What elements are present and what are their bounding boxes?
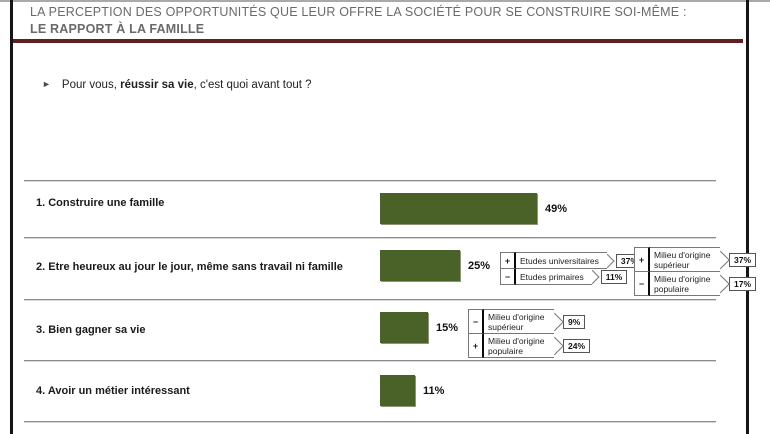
- row-separator: [24, 360, 716, 361]
- slide-title-line2: LE RAPPORT À LA FAMILLE: [30, 21, 205, 36]
- annotation-value: 9%: [563, 314, 586, 329]
- bar-value-label: 25%: [468, 259, 491, 272]
- annotation-label: Milieu d'origine supérieur: [650, 247, 720, 272]
- annotation-label: Milieu d'origine populaire: [650, 271, 720, 296]
- plus-sign-icon: +: [634, 247, 650, 272]
- annotation-group-origin-row3: − Milieu d'origine supérieur 9% + Milieu…: [468, 309, 591, 358]
- annotation-row: + Etudes universitaires 37%: [500, 252, 643, 269]
- bar: [380, 375, 415, 406]
- frame-top-border: [0, 0, 770, 2]
- bar-row: 15%: [380, 312, 458, 343]
- minus-sign-icon: −: [468, 309, 484, 334]
- annotation-row: − Etudes primaires 11%: [500, 268, 643, 285]
- row-separator: [24, 421, 716, 422]
- bar-row: 11%: [380, 375, 444, 406]
- bar: [380, 250, 460, 281]
- question-suffix: , c'est quoi avant tout ?: [193, 79, 312, 91]
- annotation-label: Etudes primaires: [516, 268, 592, 285]
- annotation-row: − Milieu d'origine supérieur 9%: [468, 309, 590, 334]
- bar-value-label: 49%: [545, 202, 568, 215]
- annotation-label: Milieu d'origine populaire: [484, 333, 554, 358]
- bar: [380, 193, 537, 224]
- annotation-row: − Milieu d'origine populaire 17%: [634, 271, 757, 296]
- annotation-label: Etudes universitaires: [516, 252, 607, 269]
- row-separator: [24, 180, 716, 181]
- slide-title-line1: LA PERCEPTION DES OPPORTUNITÉS QUE LEUR …: [30, 5, 687, 19]
- annotation-group-education: + Etudes universitaires 37% − Etudes pri…: [500, 252, 643, 285]
- annotation-value: 17%: [729, 276, 757, 291]
- question-prefix: Pour vous,: [61, 79, 121, 91]
- annotation-group-origin-row2: + Milieu d'origine supérieur 37% − Milie…: [634, 247, 757, 296]
- slide-title: LA PERCEPTION DES OPPORTUNITÉS QUE LEUR …: [30, 4, 735, 37]
- bar-row: 25%: [380, 250, 490, 281]
- minus-sign-icon: −: [500, 268, 516, 285]
- bar-value-label: 11%: [423, 384, 445, 397]
- bar: [380, 312, 428, 343]
- category-label: 4. Avoir un métier intéressant: [36, 385, 190, 397]
- row-separator: [24, 299, 716, 300]
- annotation-value: 24%: [563, 338, 591, 353]
- minus-sign-icon: −: [634, 271, 650, 296]
- frame-right-border: [746, 0, 749, 434]
- question-emphasis: réussir sa vie: [120, 79, 194, 91]
- annotation-value: 11%: [600, 269, 628, 284]
- plus-sign-icon: +: [468, 333, 484, 358]
- row-separator: [24, 237, 716, 238]
- annotation-row: + Milieu d'origine supérieur 37%: [634, 247, 757, 272]
- bar-value-label: 15%: [436, 321, 459, 334]
- category-label: 1. Construire une famille: [36, 197, 165, 209]
- annotation-row: + Milieu d'origine populaire 24%: [468, 333, 591, 358]
- survey-question: ► Pour vous, réussir sa vie, c'est quoi a…: [42, 79, 312, 91]
- annotation-label: Milieu d'origine supérieur: [484, 309, 554, 334]
- frame-left-border: [10, 0, 13, 434]
- category-label: 3. Bien gagner sa vie: [36, 324, 146, 336]
- bullet-arrow-icon: ►: [42, 79, 51, 89]
- category-label: 2. Etre heureux au jour le jour, même sa…: [36, 261, 343, 273]
- annotation-value: 37%: [729, 252, 757, 267]
- plus-sign-icon: +: [500, 252, 516, 269]
- bar-row: 49%: [380, 193, 567, 224]
- title-underline-rule: [13, 39, 743, 43]
